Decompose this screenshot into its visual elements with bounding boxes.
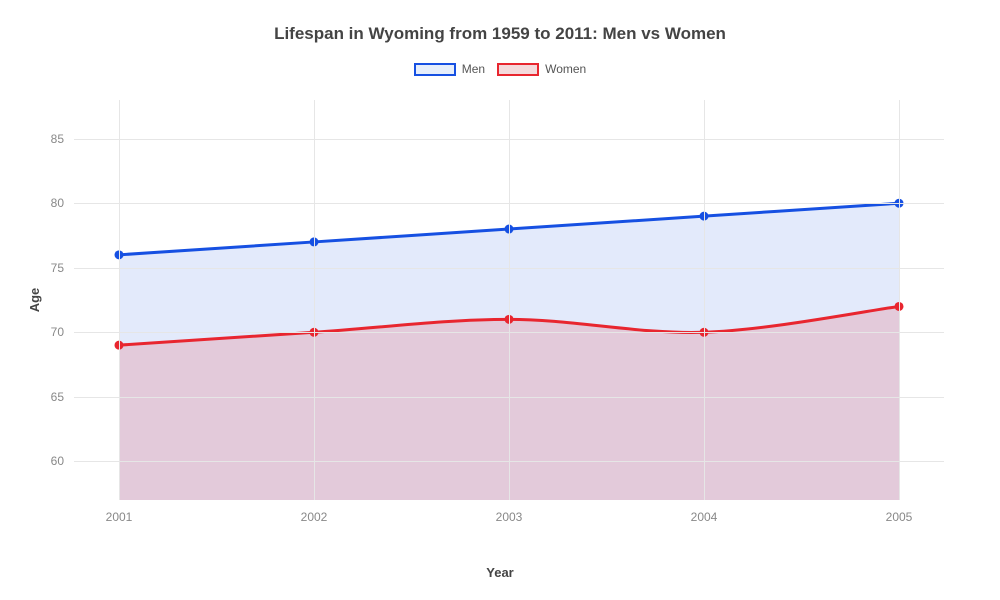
chart-container: Lifespan in Wyoming from 1959 to 2011: M… xyxy=(0,0,1000,600)
x-tick-label: 2002 xyxy=(301,500,328,524)
plot-area: 60657075808520012002200320042005 xyxy=(74,100,944,500)
x-axis-title: Year xyxy=(486,565,513,580)
gridline-v xyxy=(899,100,900,500)
legend-label-women: Women xyxy=(545,62,586,76)
gridline-v xyxy=(119,100,120,500)
gridline-v xyxy=(509,100,510,500)
gridline-v xyxy=(314,100,315,500)
legend: Men Women xyxy=(0,62,1000,76)
y-tick-label: 60 xyxy=(51,454,74,468)
x-tick-label: 2005 xyxy=(886,500,913,524)
legend-item-women[interactable]: Women xyxy=(497,62,586,76)
x-tick-label: 2004 xyxy=(691,500,718,524)
legend-swatch-women xyxy=(497,63,539,76)
y-axis-title: Age xyxy=(27,288,42,313)
legend-swatch-men xyxy=(414,63,456,76)
y-tick-label: 85 xyxy=(51,132,74,146)
y-tick-label: 80 xyxy=(51,196,74,210)
legend-label-men: Men xyxy=(462,62,485,76)
y-tick-label: 65 xyxy=(51,390,74,404)
gridline-v xyxy=(704,100,705,500)
x-tick-label: 2001 xyxy=(106,500,133,524)
x-tick-label: 2003 xyxy=(496,500,523,524)
chart-title: Lifespan in Wyoming from 1959 to 2011: M… xyxy=(0,0,1000,44)
legend-item-men[interactable]: Men xyxy=(414,62,485,76)
y-tick-label: 75 xyxy=(51,261,74,275)
y-tick-label: 70 xyxy=(51,325,74,339)
